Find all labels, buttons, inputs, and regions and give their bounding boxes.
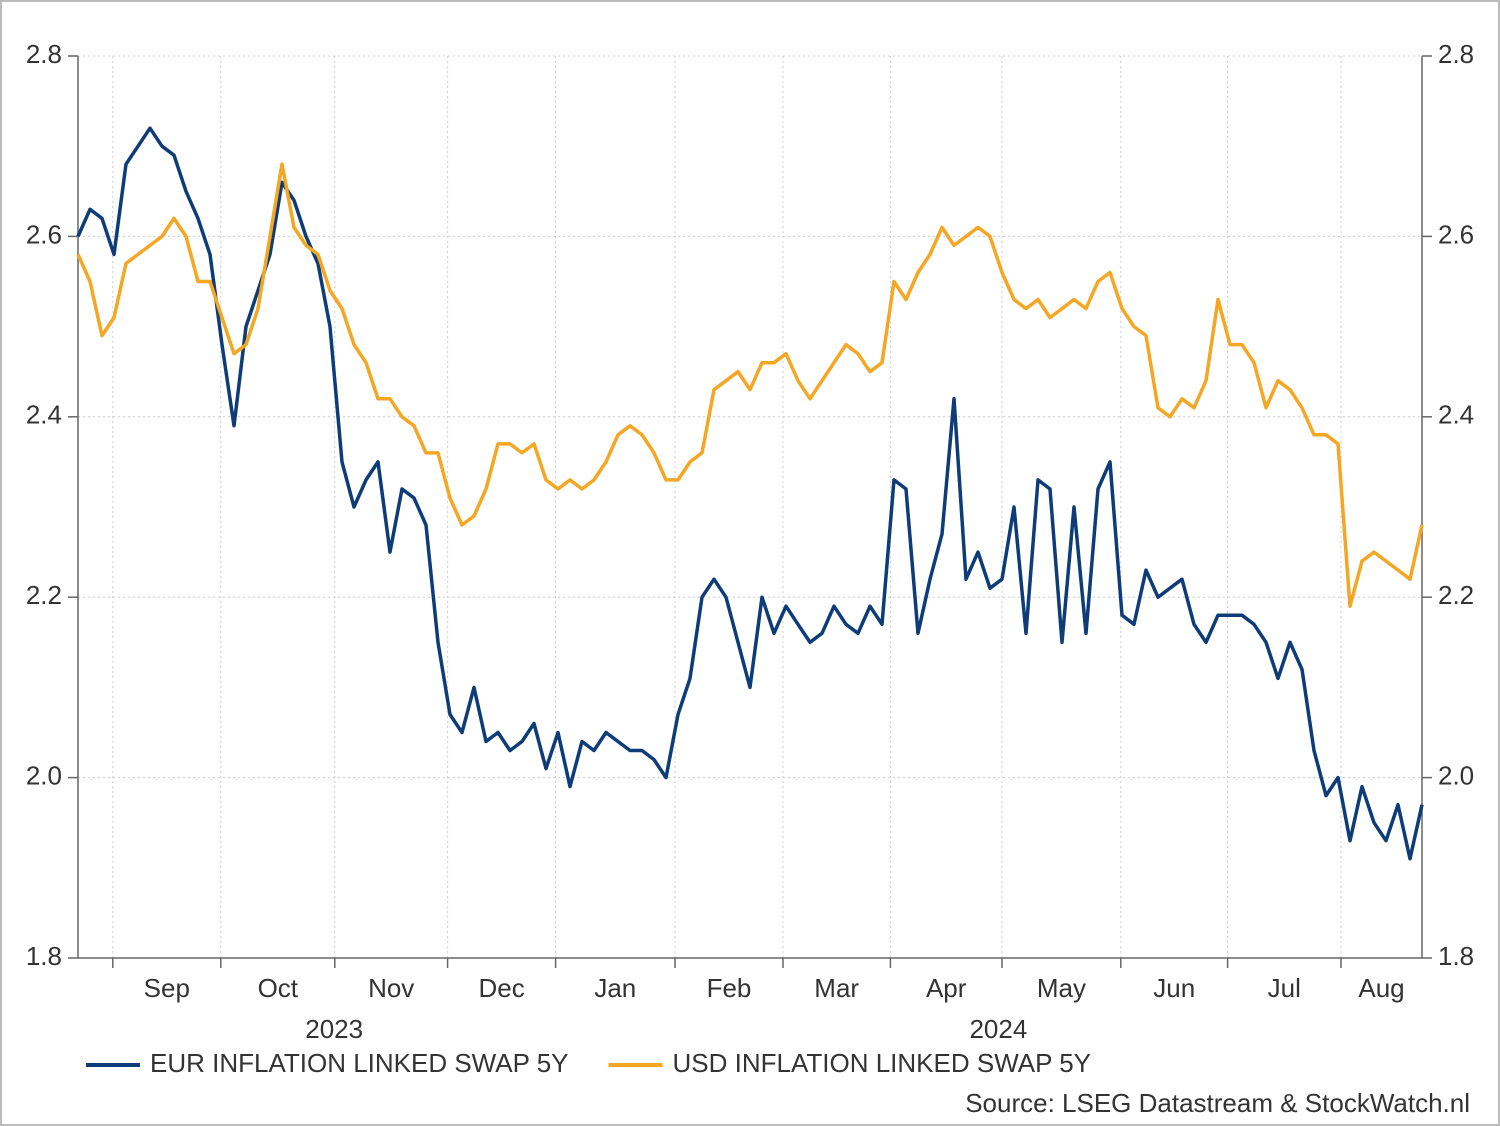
y2-tick-label: 2.2 (1438, 580, 1474, 610)
x-tick-label: Apr (926, 973, 967, 1003)
series-line (76, 162, 1424, 608)
y-tick-label: 2.2 (26, 580, 62, 610)
y-tick-label: 2.4 (26, 400, 62, 430)
series-line (76, 126, 1424, 861)
y-tick-label: 1.8 (26, 941, 62, 971)
x-tick-label: Feb (707, 973, 752, 1003)
legend-label: USD INFLATION LINKED SWAP 5Y (673, 1048, 1092, 1078)
x-tick-label: Jan (594, 973, 636, 1003)
year-label: 2024 (969, 1014, 1027, 1044)
y2-tick-label: 2.0 (1438, 760, 1474, 790)
x-tick-label: Sep (144, 973, 190, 1003)
y2-tick-label: 2.6 (1438, 219, 1474, 249)
legend-label: EUR INFLATION LINKED SWAP 5Y (150, 1048, 569, 1078)
y-tick-label: 2.8 (26, 39, 62, 69)
x-tick-label: May (1037, 973, 1086, 1003)
x-tick-label: Dec (478, 973, 524, 1003)
x-tick-label: Nov (368, 973, 414, 1003)
year-label: 2023 (305, 1014, 363, 1044)
x-tick-label: Aug (1358, 973, 1404, 1003)
y-tick-label: 2.0 (26, 760, 62, 790)
y2-tick-label: 2.4 (1438, 400, 1474, 430)
y2-tick-label: 2.8 (1438, 39, 1474, 69)
y2-tick-label: 1.8 (1438, 941, 1474, 971)
x-tick-label: Oct (258, 973, 299, 1003)
y-tick-label: 2.6 (26, 219, 62, 249)
x-tick-label: Mar (814, 973, 859, 1003)
x-tick-label: Jun (1153, 973, 1195, 1003)
source: Source: LSEG Datastream & StockWatch.nl (965, 1088, 1470, 1118)
x-tick-label: Jul (1268, 973, 1301, 1003)
